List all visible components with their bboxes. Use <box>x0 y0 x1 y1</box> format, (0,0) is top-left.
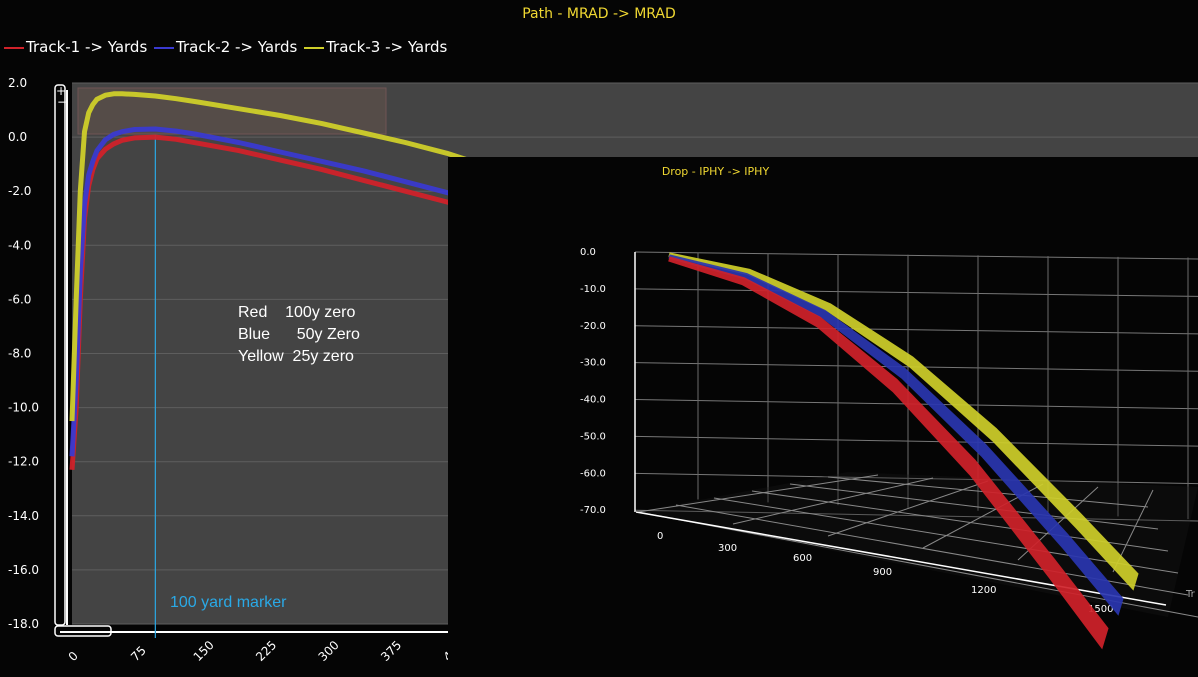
y-tick-label: -10.0 <box>8 401 39 415</box>
legend-item-track-2[interactable]: Track-2 -> Yards <box>154 38 297 56</box>
floor-gridline <box>827 480 989 537</box>
x-tick-label-3d: 600 <box>793 553 812 564</box>
x-tick-label-3d: 1200 <box>971 585 996 596</box>
x-tick-label: 225 <box>253 638 279 664</box>
z-tick-label: -30.0 <box>580 358 606 369</box>
y-tick-label: -8.0 <box>8 347 31 361</box>
z-gridline <box>634 325 1198 335</box>
z-tick-label: -20.0 <box>580 321 606 332</box>
x-tick-label: 150 <box>191 638 217 664</box>
floor-gridline <box>637 511 1198 618</box>
chart-legend: Track-1 -> Yards Track-2 -> Yards Track-… <box>4 38 449 56</box>
y-tick-label: -2.0 <box>8 184 31 198</box>
z-tick-label: 0.0 <box>580 247 596 258</box>
y-tick-label: 0.0 <box>8 130 27 144</box>
drop-chart-panel: 0.0 -10.0 -20.0 -30.0 -40.0 -50.0 -60.0 -70.0 0 3… <box>448 157 1198 677</box>
zoom-in-icon: + <box>56 84 66 98</box>
x-tick-label: 300 <box>316 638 342 664</box>
x-tick-label-3d: 0 <box>657 531 663 542</box>
series-line-track-2 <box>69 126 473 457</box>
legend-item-track-3[interactable]: Track-3 -> Yards <box>304 38 447 56</box>
x-scrollbar <box>54 625 112 637</box>
path-chart-title: Path - MRAD -> MRAD <box>522 6 676 22</box>
series-line-track-3 <box>69 91 473 422</box>
z-tick-label: -60.0 <box>580 468 606 479</box>
floor-gridline <box>713 497 1179 574</box>
z-tick-label: -50.0 <box>580 431 606 442</box>
x-tick-label-3d: 300 <box>718 543 737 554</box>
floor-gridline <box>789 483 1159 530</box>
z-gridline <box>634 288 1198 297</box>
y-tick-label: -18.0 <box>8 617 39 631</box>
legend-label-track-2: Track-2 -> Yards <box>176 38 298 56</box>
x-tick-label-3d: 900 <box>873 567 892 578</box>
z-gridline <box>634 251 1198 260</box>
drop-ribbon-1 <box>668 256 1109 650</box>
z-tick-label: -40.0 <box>580 395 606 406</box>
z-gridline <box>634 472 1198 485</box>
drop-chart-title: Drop - IPHY -> IPHY <box>661 165 770 178</box>
x-tick-label-3d: 1500 <box>1088 604 1113 615</box>
legend-label-track-3: Track-3 -> Yards <box>326 38 448 56</box>
zoom-out-icon: − <box>57 95 67 109</box>
legend-label-track-1: Track-1 -> Yards <box>26 38 148 56</box>
y-tick-label: -4.0 <box>8 238 31 252</box>
zero-annotation: Red 100y zero Blue 50y Zero Yellow 25y z… <box>238 304 360 365</box>
y-tick-label: -14.0 <box>8 509 39 523</box>
y-tick-label: -16.0 <box>8 563 39 577</box>
drop-chart: 0.0 -10.0 -20.0 -30.0 -40.0 -50.0 -60.0 -70.0 0 3… <box>580 247 1198 650</box>
legend-item-track-1[interactable]: Track-1 -> Yards <box>4 38 147 56</box>
x-tick-label: 75 <box>128 643 149 664</box>
x-tick-label: 375 <box>378 638 404 664</box>
z-gridline <box>634 509 1198 522</box>
y-scrollbar <box>54 84 66 626</box>
marker-label: 100 yard marker <box>170 594 287 611</box>
z-tick-label: -10.0 <box>580 284 606 295</box>
x-tick-label: 0 <box>66 649 81 664</box>
y-tick-label: -6.0 <box>8 292 31 306</box>
floor-gridline <box>732 477 934 525</box>
axis-label-partial: Tr <box>1185 589 1196 600</box>
z-tick-label: -70.0 <box>580 505 606 516</box>
y-tick-label: 2.0 <box>8 76 27 90</box>
z-gridline <box>634 435 1198 447</box>
y-tick-label: -12.0 <box>8 455 39 469</box>
